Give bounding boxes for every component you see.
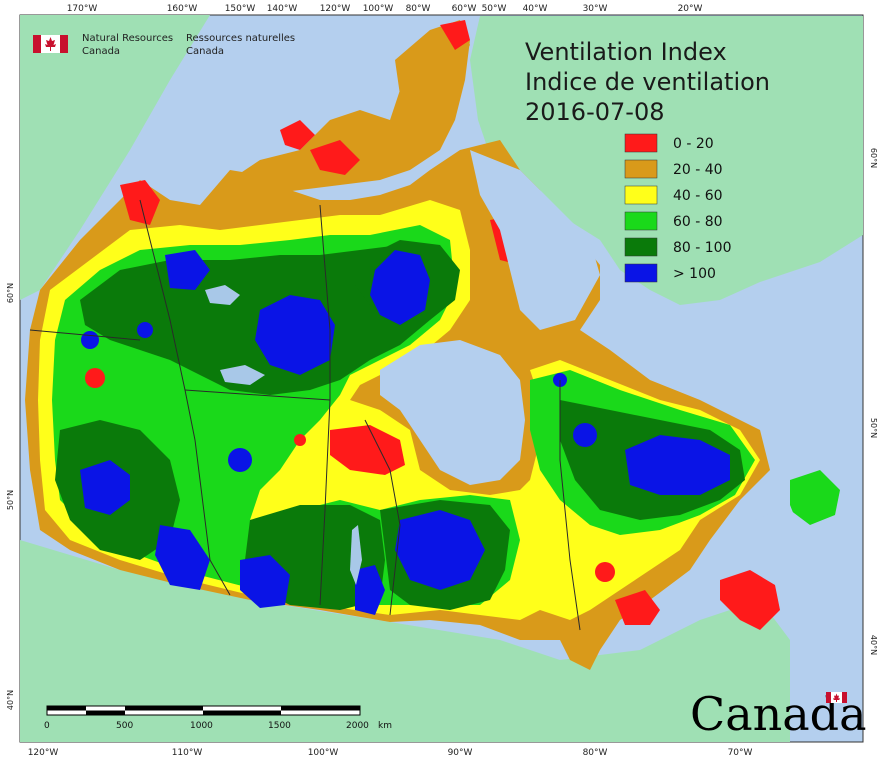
red-ellesmere — [440, 20, 470, 50]
legend-label-5: > 100 — [673, 266, 716, 282]
right-tick-labels: 60°N 50°N 40°N — [869, 148, 878, 655]
bottom-tick-3: 90°W — [448, 748, 473, 758]
top-tick-labels: 170°W 160°W 150°W 140°W 120°W 100°W 80°W 60°W 50… — [67, 4, 703, 14]
top-tick-9: 40°W — [523, 4, 548, 14]
legend-label-3: 60 - 80 — [673, 214, 723, 230]
red-spot-nb — [595, 562, 615, 582]
title-date: 2016-07-08 — [525, 98, 664, 126]
nrc-english-line1: Natural Resources — [82, 33, 173, 44]
red-spot-ab — [294, 434, 306, 446]
boundary-lines — [29, 199, 581, 631]
legend-label-0: 0 - 20 — [673, 136, 714, 152]
right-tick-1: 50°N — [869, 418, 878, 438]
blue-alberta — [155, 525, 210, 590]
red-quebec-south — [615, 590, 660, 625]
canada-wordmark: Canada — [690, 687, 867, 741]
title-english: Ventilation Index — [525, 38, 727, 66]
gulf-st-lawrence — [755, 505, 800, 560]
blue-quebec — [625, 435, 730, 495]
iceland — [842, 145, 863, 185]
greenland — [470, 16, 863, 305]
blue-manitoba — [355, 565, 385, 615]
legend-swatch-2 — [624, 185, 658, 205]
scale-bar: 0 500 1000 1500 2000 km — [44, 705, 392, 731]
scale-label-2000: 2000 — [346, 721, 369, 731]
left-tick-2: 40°N — [6, 690, 15, 710]
red-spot-bc — [85, 368, 105, 388]
legend-label-4: 80 - 100 — [673, 240, 732, 256]
nrcan-signature: Natural Resources Canada Ressources natu… — [33, 33, 295, 57]
bottom-tick-2: 100°W — [308, 748, 339, 758]
left-tick-0: 60°N — [6, 283, 15, 303]
background-land — [20, 15, 863, 742]
scale-label-500: 500 — [116, 721, 133, 731]
blue-spot-4 — [81, 331, 99, 349]
alaska — [20, 15, 210, 300]
right-tick-2: 40°N — [869, 635, 878, 655]
legend-label-2: 40 - 60 — [673, 188, 723, 204]
top-tick-1: 160°W — [167, 4, 198, 14]
baffin-water — [470, 150, 600, 330]
legend-swatch-5 — [624, 263, 658, 283]
blue-yukon — [165, 250, 210, 290]
top-tick-5: 100°W — [363, 4, 394, 14]
title-french: Indice de ventilation — [525, 68, 770, 96]
left-tick-labels: 60°N 50°N 40°N — [6, 283, 15, 710]
blue-spot-5 — [137, 322, 153, 338]
great-bear-lake — [205, 285, 240, 305]
red-maritimes — [720, 570, 780, 630]
newfoundland-green — [790, 470, 840, 525]
top-tick-2: 150°W — [225, 4, 256, 14]
scale-unit: km — [378, 721, 392, 731]
left-tick-1: 50°N — [6, 490, 15, 510]
nrc-english-line2: Canada — [82, 46, 120, 57]
top-tick-3: 140°W — [267, 4, 298, 14]
bottom-tick-labels: 120°W 110°W 100°W 90°W 80°W 70°W — [28, 748, 753, 758]
blue-sask — [240, 555, 290, 608]
top-tick-0: 170°W — [67, 4, 98, 14]
legend: 0 - 20 20 - 40 40 - 60 60 - 80 80 - 100 > 100 — [624, 133, 732, 283]
blue-bc — [80, 460, 130, 515]
top-tick-7: 60°W — [452, 4, 477, 14]
top-tick-10: 30°W — [583, 4, 608, 14]
lake-winnipeg — [350, 525, 362, 585]
map-title: Ventilation Index Indice de ventilation … — [525, 38, 770, 126]
legend-swatch-3 — [624, 211, 658, 231]
bottom-tick-1: 110°W — [172, 748, 203, 758]
canada-layers — [25, 20, 840, 670]
bottom-tick-0: 120°W — [28, 748, 59, 758]
legend-swatch-1 — [624, 159, 658, 179]
scale-label-1500: 1500 — [268, 721, 291, 731]
top-tick-8: 50°W — [482, 4, 507, 14]
canada-flag-icon — [33, 35, 68, 53]
blue-nwt — [255, 295, 335, 375]
bottom-tick-5: 70°W — [728, 748, 753, 758]
blue-spot-1 — [573, 423, 597, 447]
scale-label-1000: 1000 — [190, 721, 213, 731]
legend-label-1: 20 - 40 — [673, 162, 723, 178]
blue-nunavut — [370, 250, 430, 325]
united-states — [20, 540, 790, 742]
nrc-french-line1: Ressources naturelles — [186, 33, 295, 44]
hudson-bay — [380, 340, 525, 485]
top-tick-4: 120°W — [320, 4, 351, 14]
nrc-french-line2: Canada — [186, 46, 224, 57]
top-tick-11: 20°W — [678, 4, 703, 14]
red-arctic-2 — [310, 140, 360, 175]
blue-spot-2 — [228, 448, 252, 472]
great-slave-lake — [220, 365, 265, 385]
scale-label-0: 0 — [44, 721, 50, 731]
right-tick-0: 60°N — [869, 148, 878, 168]
blue-ontario — [395, 510, 485, 590]
red-arctic-1 — [280, 120, 315, 150]
wordmark-flag-icon — [826, 692, 847, 703]
legend-swatch-4 — [624, 237, 658, 257]
lower-left-land — [20, 580, 90, 620]
bottom-tick-4: 80°W — [583, 748, 608, 758]
legend-swatch-0 — [624, 133, 658, 153]
red-yukon — [120, 180, 160, 225]
top-tick-6: 80°W — [406, 4, 431, 14]
